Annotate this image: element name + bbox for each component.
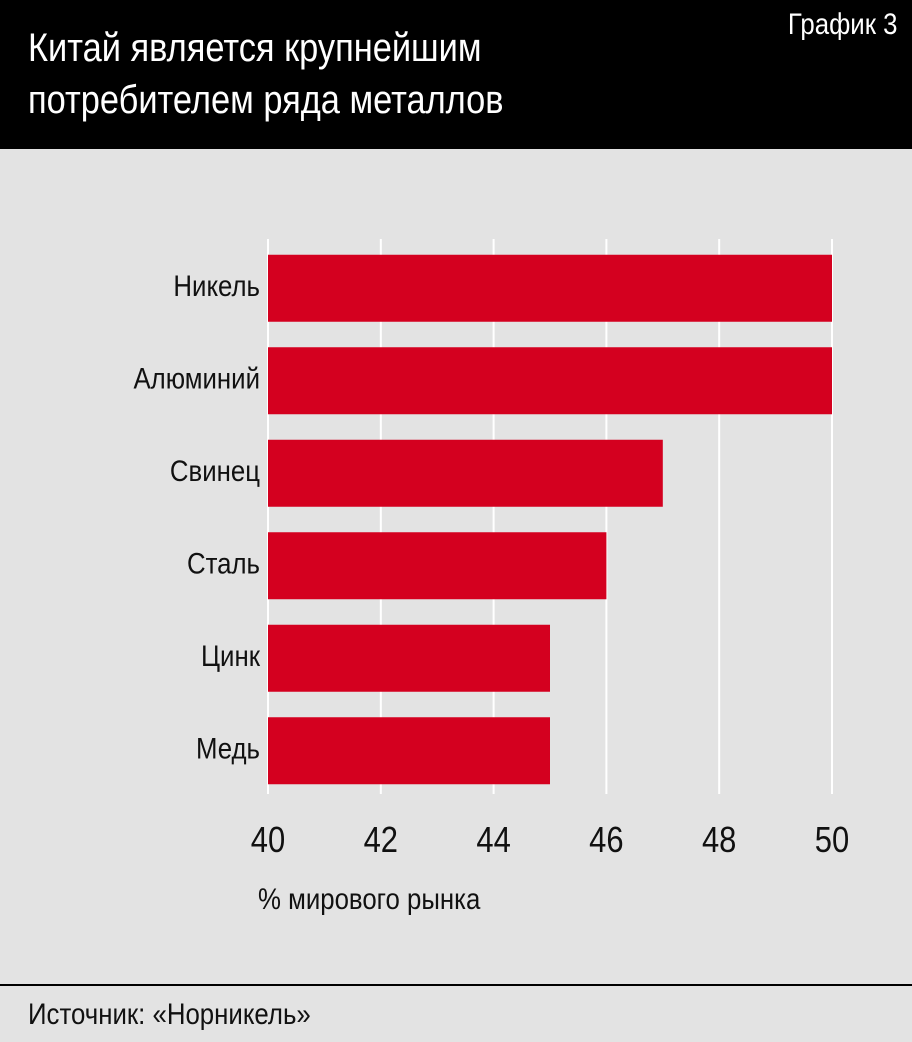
category-label: Свинец xyxy=(170,454,260,487)
category-label: Медь xyxy=(196,732,260,765)
x-tick-label: 46 xyxy=(589,821,623,861)
bar-chart: Никель Алюминий Свинец Сталь Цинк Медь 40 42 44 4… xyxy=(133,239,849,915)
x-tick-label: 40 xyxy=(251,821,285,861)
category-label: Алюминий xyxy=(133,362,260,395)
x-tick-label: 44 xyxy=(476,821,510,861)
category-label: Никель xyxy=(173,269,260,302)
category-label: Сталь xyxy=(187,547,260,580)
source-note: Источник: «Норникель» xyxy=(28,998,311,1031)
bar xyxy=(268,532,607,600)
x-tick-label: 48 xyxy=(702,821,736,861)
x-tick-label: 50 xyxy=(815,821,849,861)
chart-title: Китай является крупнейшим потребителем р… xyxy=(28,22,504,126)
x-tick-label: 42 xyxy=(364,821,398,861)
bar xyxy=(268,347,832,415)
chart-header: Китай является крупнейшим потребителем р… xyxy=(0,0,912,149)
bar xyxy=(268,717,550,785)
chart-title-line1: Китай является крупнейшим xyxy=(28,26,482,70)
bar xyxy=(268,439,663,507)
x-axis-label: % мирового рынка xyxy=(258,882,481,915)
chart-title-line2: потребителем ряда металлов xyxy=(28,78,504,122)
bar xyxy=(268,254,832,322)
bar xyxy=(268,624,550,692)
chart-number: График 3 xyxy=(788,8,898,41)
chart-area: Никель Алюминий Свинец Сталь Цинк Медь 40 42 44 4… xyxy=(0,149,912,984)
category-label: Цинк xyxy=(201,639,261,672)
chart-footer: Источник: «Норникель» xyxy=(0,984,912,1042)
